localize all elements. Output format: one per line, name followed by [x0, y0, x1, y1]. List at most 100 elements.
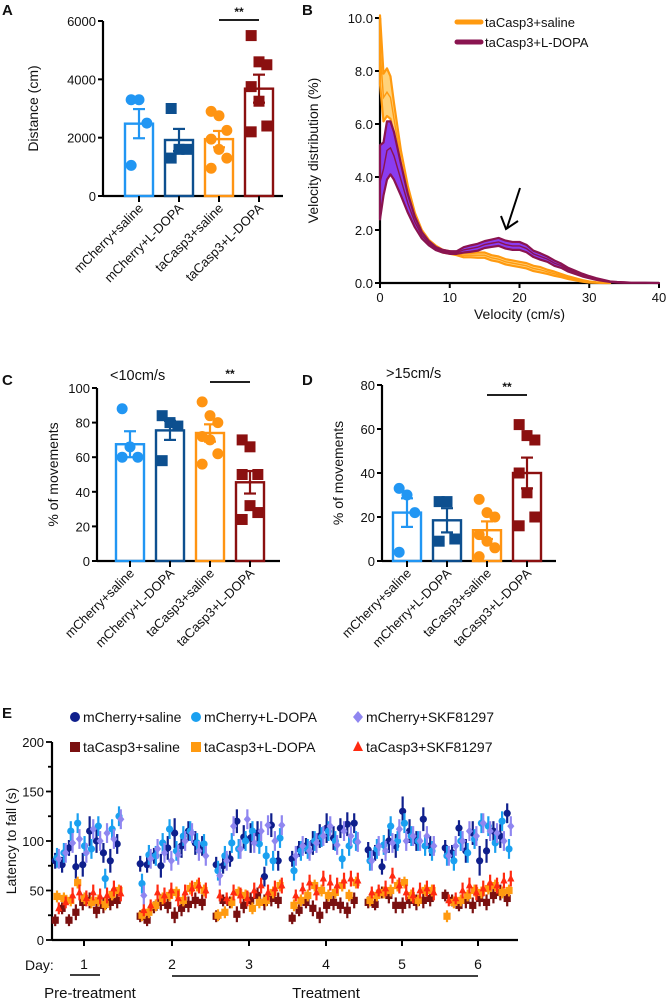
data-point: [113, 896, 121, 904]
data-point: [172, 888, 181, 897]
y-tick-label: 2.0: [355, 223, 373, 238]
data-point: [110, 834, 118, 844]
data-point: [299, 841, 307, 851]
data-point: [498, 888, 506, 897]
data-point: [430, 841, 438, 851]
data-point: [267, 894, 275, 903]
data-point: [271, 836, 279, 846]
data-point: [87, 898, 96, 906]
data-point: [423, 884, 431, 892]
data-point: [233, 817, 241, 825]
data-point: [323, 901, 331, 909]
data-point: [500, 836, 508, 846]
data-point: [409, 507, 421, 519]
data-point: [489, 511, 501, 523]
data-point: [345, 891, 353, 900]
data-point: [375, 841, 383, 851]
data-point: [476, 894, 484, 903]
data-point: [257, 826, 265, 836]
data-point: [253, 56, 265, 68]
y-tick-label: 6.0: [355, 117, 373, 132]
panel-e-scatter-chart: 0 50 100 150 200 Latency to fall (s) Day: 1 2 3 4 5…: [3, 709, 518, 1002]
data-point: [51, 916, 59, 924]
day-label: 1: [80, 956, 88, 972]
data-point: [473, 551, 485, 563]
data-point: [55, 904, 63, 912]
data-point: [295, 906, 303, 914]
y-tick-label: 10.0: [348, 11, 373, 26]
data-point: [472, 888, 480, 896]
legend-marker: [353, 711, 363, 723]
data-point: [340, 876, 348, 884]
data-point: [202, 886, 210, 894]
data-point: [465, 881, 474, 889]
data-point: [324, 891, 333, 900]
data-point: [347, 874, 355, 882]
data-point: [368, 856, 376, 866]
data-point: [244, 500, 256, 512]
day-label: 2: [168, 956, 176, 972]
legend-marker: [353, 741, 363, 751]
data-point: [479, 884, 487, 892]
data-point: [160, 848, 169, 858]
y-tick-label: 0: [37, 933, 44, 948]
data-point: [507, 821, 515, 831]
data-point: [340, 826, 348, 836]
data-point: [212, 448, 224, 460]
data-point: [399, 807, 407, 815]
data-point: [157, 898, 165, 906]
panel-letter-b: B: [302, 2, 313, 19]
data-point: [116, 451, 128, 463]
data-point: [165, 152, 177, 164]
data-point: [255, 898, 263, 906]
legend-label: mCherry+saline: [83, 709, 182, 725]
data-point: [464, 849, 472, 857]
data-point: [195, 881, 203, 889]
data-point: [343, 906, 351, 914]
data-point: [347, 831, 355, 841]
data-point: [503, 809, 511, 817]
x-axis-label: Day:: [25, 957, 54, 973]
data-point: [521, 430, 533, 442]
data-point: [188, 828, 196, 838]
data-point: [257, 881, 265, 889]
data-point: [482, 847, 491, 855]
data-point: [229, 888, 238, 896]
y-tick-label: 50: [30, 884, 44, 899]
data-point: [188, 884, 196, 892]
data-point: [416, 886, 424, 894]
mean-line-ldopa: [379, 146, 660, 284]
data-point: [75, 834, 84, 844]
data-point: [89, 888, 97, 896]
legend-label: taCasp3+L-DOPA: [485, 35, 589, 50]
data-point: [464, 891, 472, 900]
data-point: [505, 886, 513, 895]
data-point: [400, 878, 409, 887]
data-point: [329, 898, 338, 906]
data-point: [479, 818, 487, 828]
data-point: [458, 836, 467, 846]
data-point: [216, 891, 224, 899]
data-point: [72, 908, 80, 916]
x-tick-label: 30: [582, 290, 596, 305]
y-tick-label: 2000: [67, 131, 96, 146]
data-point: [240, 901, 248, 909]
x-tick-label: 0: [376, 290, 383, 305]
data-point: [395, 824, 403, 834]
data-point: [414, 896, 422, 904]
data-point: [213, 110, 225, 122]
annotation-arrow: [506, 187, 521, 229]
data-point: [125, 94, 137, 106]
data-point: [264, 888, 272, 896]
data-point: [326, 878, 334, 886]
data-point: [430, 888, 438, 896]
data-point: [96, 836, 104, 846]
y-tick-label: 100: [22, 834, 44, 849]
data-point: [319, 874, 327, 882]
data-point: [164, 844, 172, 852]
mean-line-saline: [379, 49, 611, 284]
data-point: [245, 30, 257, 42]
data-point: [221, 152, 233, 164]
data-point: [152, 901, 160, 909]
